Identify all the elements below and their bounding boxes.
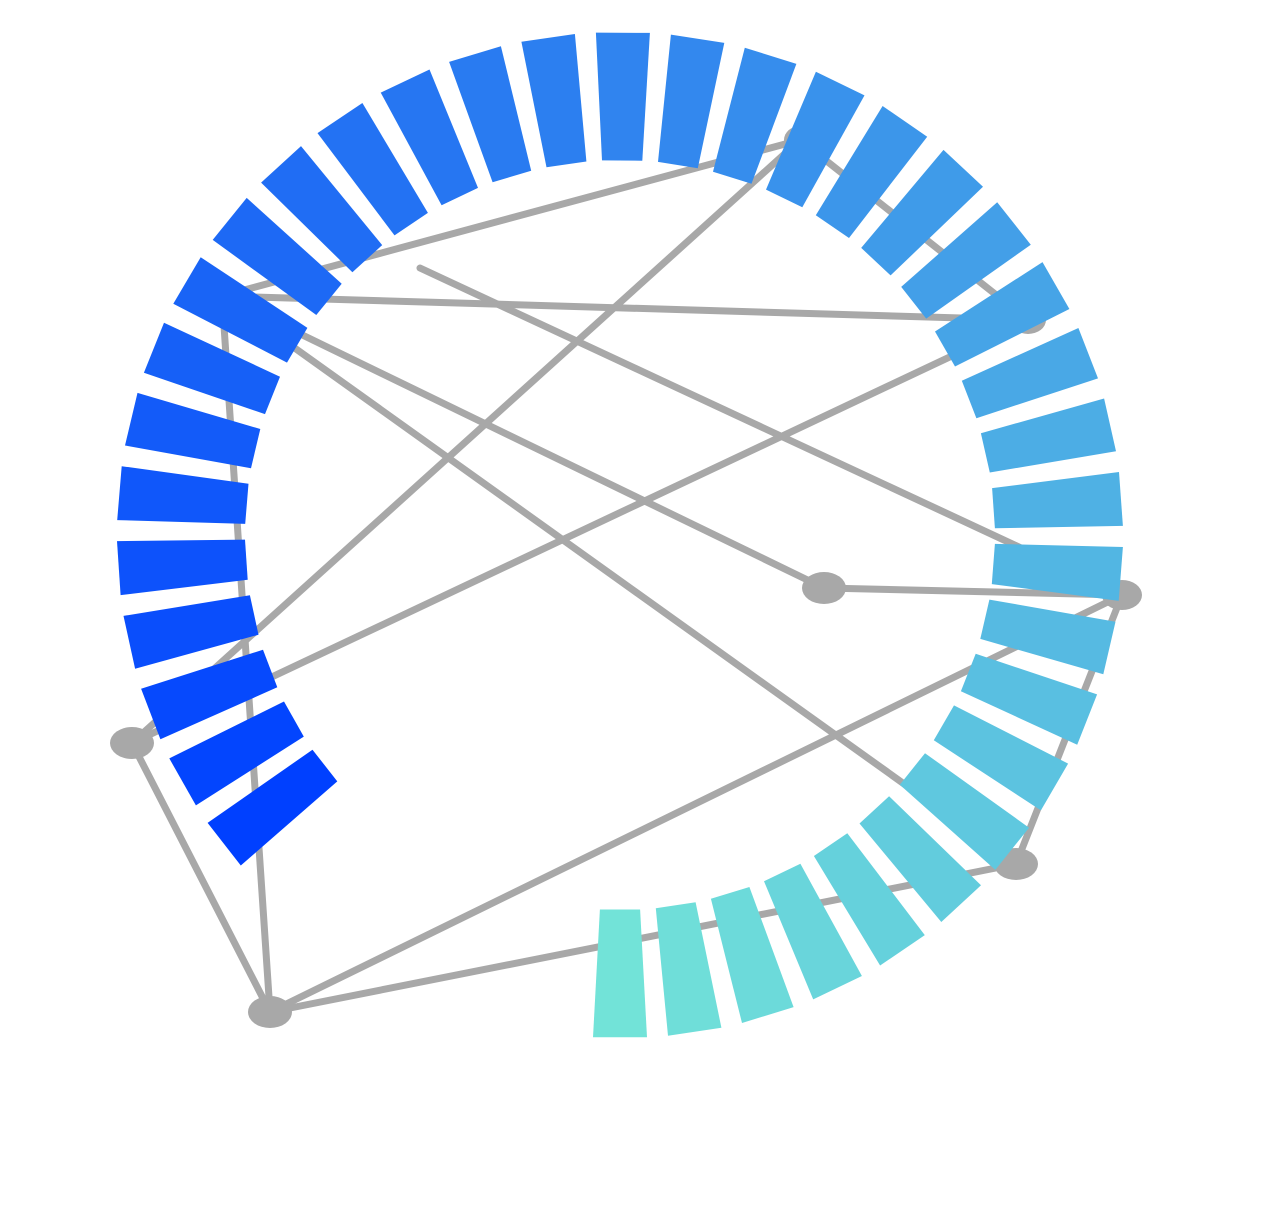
- graph-edge: [128, 316, 1032, 747]
- ring-segment: [261, 146, 383, 273]
- ring-segment: [143, 322, 280, 415]
- ring-segment: [595, 32, 650, 161]
- ring-segment: [125, 392, 261, 469]
- ring-segment: [449, 46, 532, 183]
- ring-segment: [317, 103, 428, 236]
- ring-segment: [713, 47, 797, 184]
- graph-node: [110, 727, 154, 759]
- graph-node: [248, 996, 292, 1028]
- ring-segment: [655, 902, 722, 1036]
- ring-segment: [117, 466, 249, 524]
- ring-segment: [658, 34, 725, 169]
- ring-segment: [815, 106, 928, 238]
- graph-edge: [128, 136, 804, 747]
- ring-segment: [991, 543, 1123, 601]
- ring-segment: [992, 472, 1123, 529]
- graph-edge: [218, 292, 1032, 324]
- ring-segment: [859, 796, 981, 922]
- ring-segment: [960, 653, 1098, 745]
- ring-segment: [141, 649, 278, 740]
- ring-segment: [710, 887, 794, 1023]
- ring-segment: [212, 197, 342, 315]
- graph-edge: [128, 739, 274, 1016]
- ring-segment: [899, 753, 1030, 870]
- graph-edge: [218, 292, 274, 1016]
- graph-edge: [218, 292, 828, 592]
- ring-segment: [980, 599, 1116, 675]
- ring-segment: [593, 909, 647, 1038]
- gradient-ring: [117, 32, 1123, 1038]
- graph-edge: [416, 264, 1126, 599]
- ring-segment: [173, 257, 308, 363]
- ring-segment: [813, 833, 925, 966]
- ring-segment: [521, 34, 587, 168]
- ring-segment: [766, 71, 865, 208]
- graph-node: [802, 572, 846, 604]
- ring-segment: [117, 539, 248, 596]
- graph-edge: [218, 292, 1020, 868]
- ring-segment: [380, 69, 478, 206]
- ring-segment: [764, 863, 862, 1000]
- ring-segment: [901, 202, 1031, 319]
- graph-edge: [266, 860, 1020, 1016]
- ring-segment: [980, 398, 1116, 473]
- ring-segment: [123, 595, 259, 669]
- ring-segment: [861, 149, 983, 276]
- ring-segment: [169, 701, 304, 806]
- ring-segment: [961, 328, 1098, 419]
- ring-segment: [935, 262, 1070, 367]
- ring-segment: [207, 749, 338, 866]
- ring-segment: [933, 705, 1069, 811]
